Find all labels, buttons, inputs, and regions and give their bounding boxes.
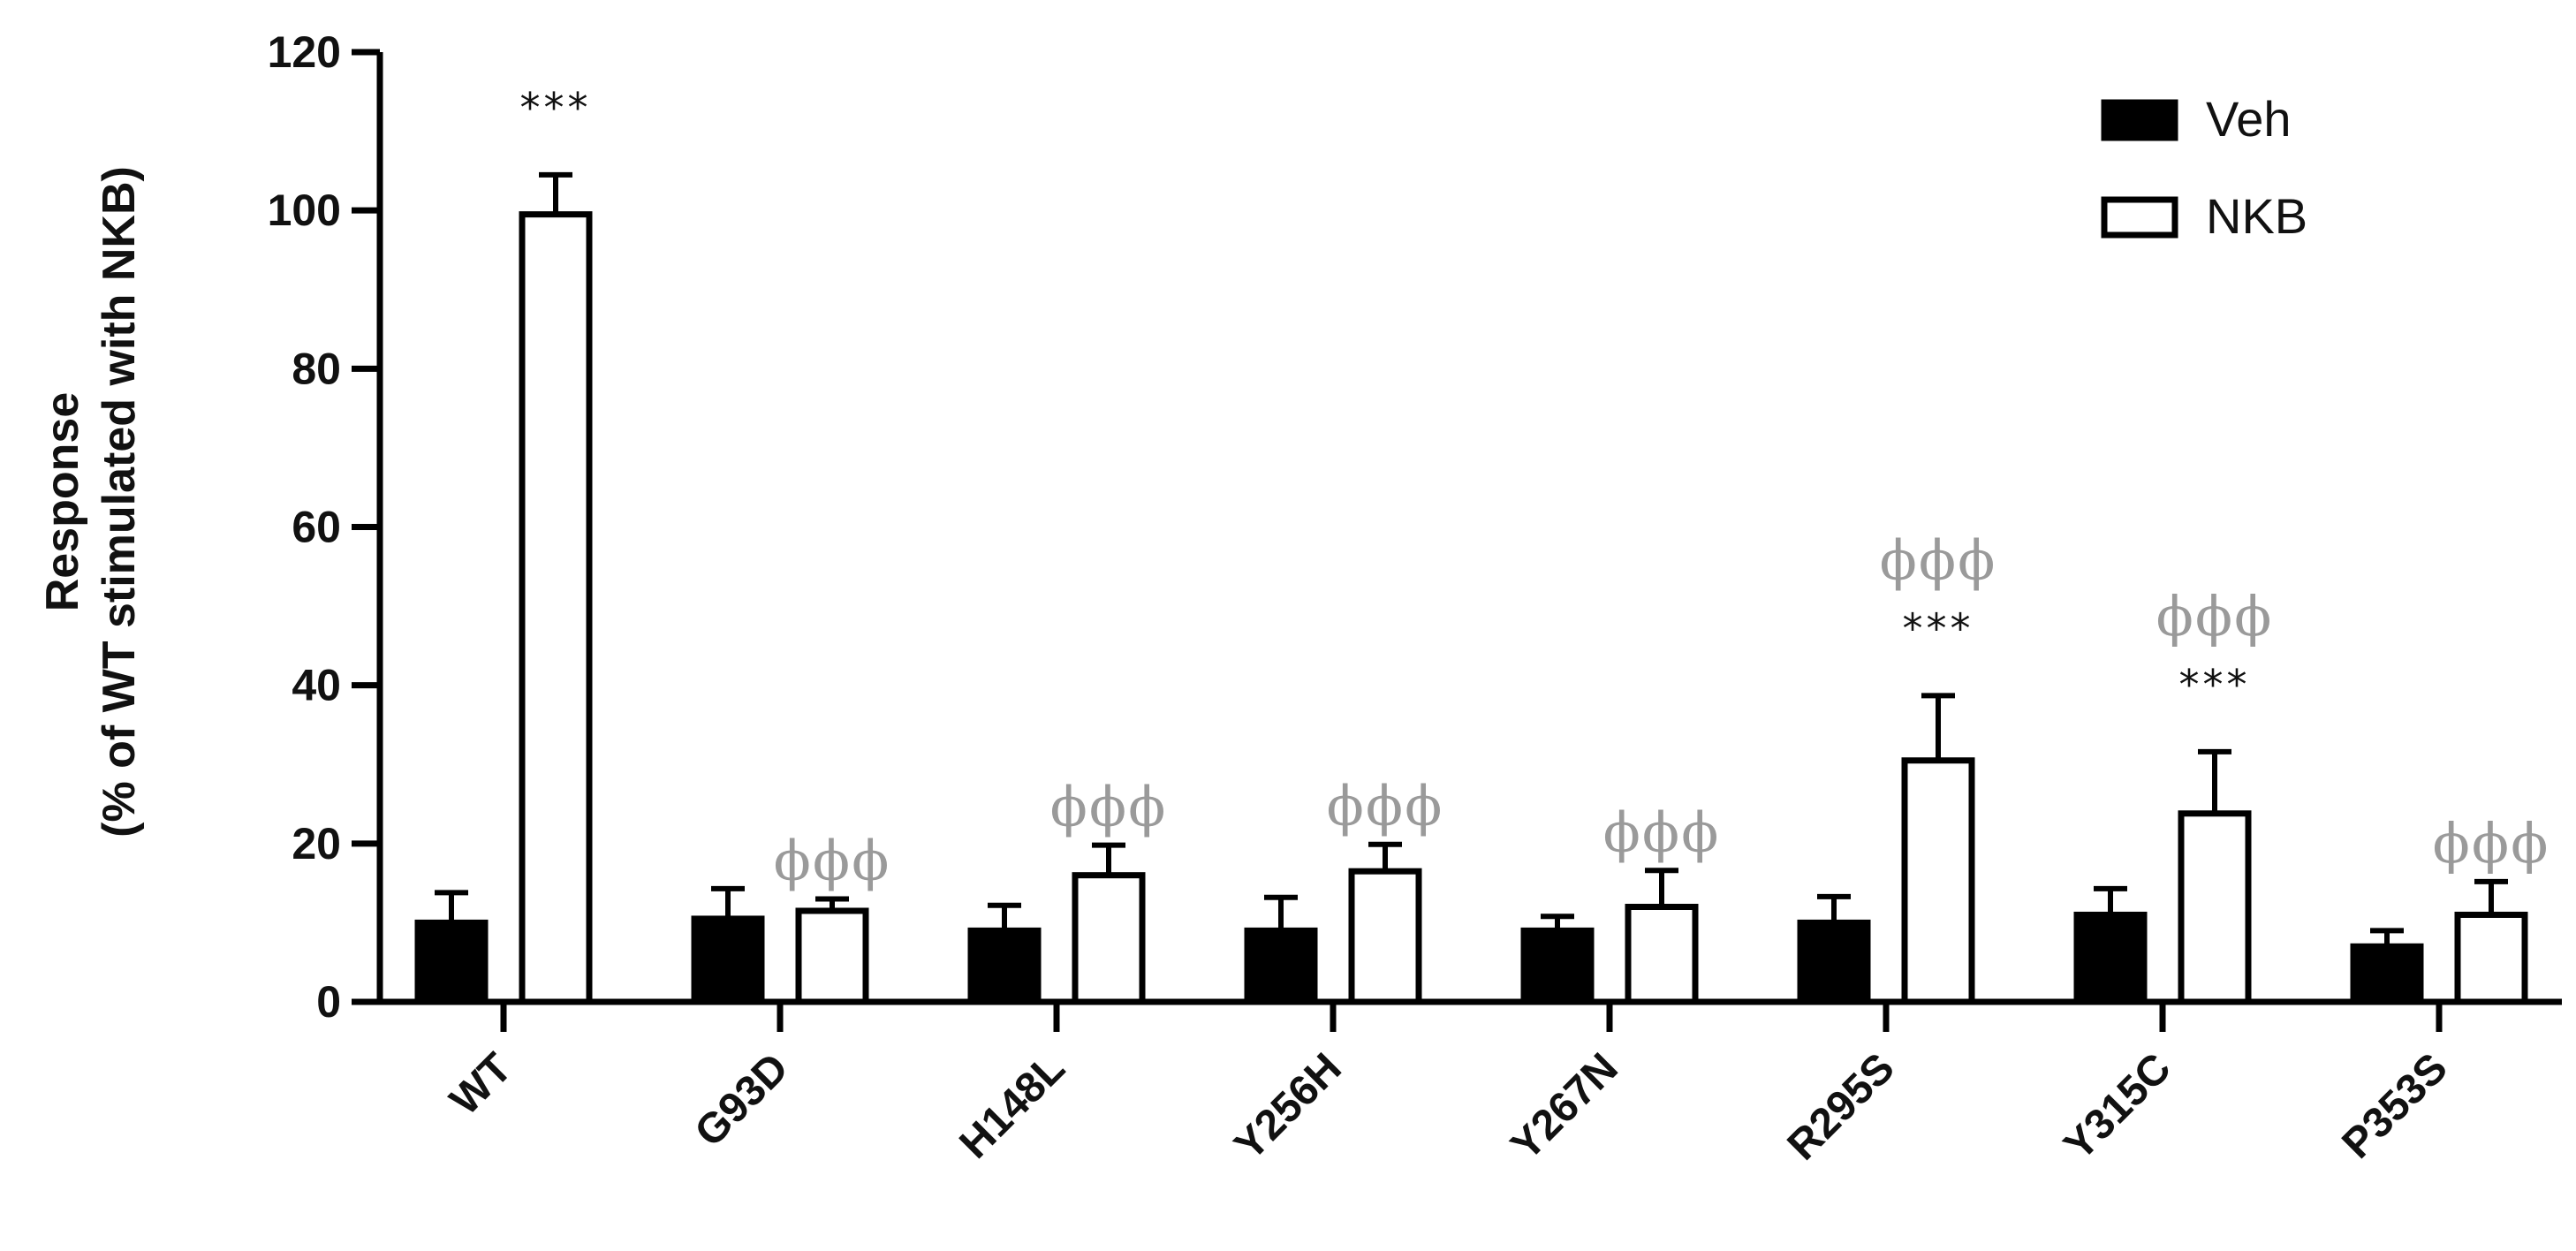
x-tick-label-y256h: Y256H	[1226, 1044, 1351, 1169]
y-axis-title: Response (% of WT stimulated with NKB)	[37, 166, 145, 838]
significance-phi-g93d: ϕϕϕ	[774, 829, 891, 893]
significance-stars-wt: ***	[520, 84, 592, 132]
significance-stars-y315c: ***	[2179, 661, 2251, 709]
bar-nkb-y256h	[1348, 868, 1422, 1005]
bar-nkb-wt	[519, 211, 593, 1005]
bar-veh-y256h	[1244, 927, 1318, 1005]
bar-nkb-y267n	[1625, 904, 1699, 1005]
bar-veh-wt	[414, 919, 489, 1005]
y-tick-label-120: 120	[268, 27, 341, 77]
y-axis-title-line2: (% of WT stimulated with NKB)	[94, 166, 145, 838]
y-tick-label-40: 40	[292, 661, 341, 710]
significance-phi-y315c: ϕϕϕ	[2156, 584, 2274, 648]
y-tick-label-0: 0	[316, 977, 341, 1027]
legend-label-nkb: NKB	[2206, 188, 2307, 244]
bar-veh-g93d	[691, 915, 765, 1005]
y-tick-label-80: 80	[292, 344, 341, 393]
bar-nkb-g93d	[795, 907, 869, 1005]
y-tick-label-20: 20	[292, 819, 341, 868]
legend: Veh NKB	[2101, 91, 2307, 244]
significance-phi-y267n: ϕϕϕ	[1603, 800, 1721, 864]
significance-phi-y256h: ϕϕϕ	[1327, 774, 1444, 838]
x-tick-label-y315c: Y315C	[2056, 1044, 2180, 1169]
legend-label-veh: Veh	[2206, 91, 2292, 147]
x-tick-label-h148l: H148L	[951, 1044, 1073, 1167]
legend-swatch-nkb	[2101, 196, 2178, 239]
axes-layer	[352, 49, 2562, 1032]
bar-nkb-p353s	[2454, 911, 2528, 1005]
bar-nkb-y315c	[2178, 810, 2252, 1005]
y-tick-label-100: 100	[268, 186, 341, 235]
significance-phi-p353s: ϕϕϕ	[2433, 811, 2550, 876]
y-tick-label-60: 60	[292, 503, 341, 552]
x-tick-label-g93d: G93D	[686, 1044, 798, 1156]
x-tick-label-p353s: P353S	[2333, 1044, 2456, 1167]
bar-veh-h148l	[967, 927, 1042, 1005]
bar-veh-p353s	[2350, 943, 2424, 1005]
bar-nkb-r295s	[1901, 757, 1975, 1005]
x-tick-label-y267n: Y267N	[1503, 1044, 1627, 1169]
bar-veh-y267n	[1520, 927, 1595, 1005]
significance-stars-r295s: ***	[1903, 604, 1974, 652]
bar-nkb-h148l	[1072, 872, 1146, 1005]
x-tick-label-r295s: R295S	[1779, 1044, 1904, 1169]
x-tick-label-wt: WT	[442, 1044, 521, 1124]
y-axis-title-line1: Response	[37, 392, 88, 612]
bar-veh-y315c	[2073, 911, 2148, 1005]
significance-phi-h148l: ϕϕϕ	[1050, 775, 1168, 839]
legend-swatch-veh	[2101, 99, 2178, 141]
significance-phi-r295s: ϕϕϕ	[1880, 527, 1997, 592]
bar-veh-r295s	[1797, 919, 1871, 1005]
